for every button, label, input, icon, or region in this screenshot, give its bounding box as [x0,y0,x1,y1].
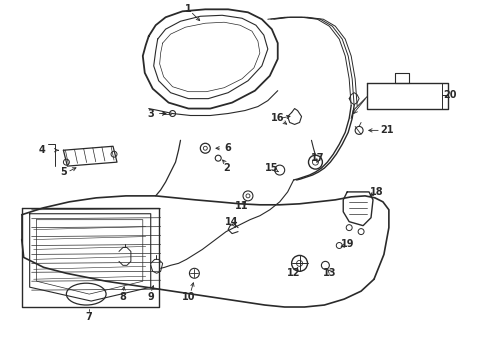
Text: 4: 4 [38,145,45,155]
Text: 13: 13 [322,268,335,278]
Text: 21: 21 [379,125,393,135]
Text: 14: 14 [225,217,238,227]
Text: 1: 1 [184,4,191,14]
Text: 19: 19 [340,239,353,249]
Text: 8: 8 [119,292,126,302]
Text: 3: 3 [147,108,154,118]
Text: 11: 11 [235,201,248,211]
Text: 18: 18 [369,187,383,197]
Text: 20: 20 [443,90,456,100]
Text: 6: 6 [224,143,231,153]
Text: 7: 7 [86,312,92,322]
Text: 17: 17 [310,153,324,163]
Text: 9: 9 [147,292,154,302]
Text: 2: 2 [223,163,229,173]
Text: 12: 12 [286,268,300,278]
Text: 5: 5 [60,167,67,177]
Text: 16: 16 [270,113,284,123]
Text: 10: 10 [182,292,195,302]
Text: 15: 15 [264,163,278,173]
